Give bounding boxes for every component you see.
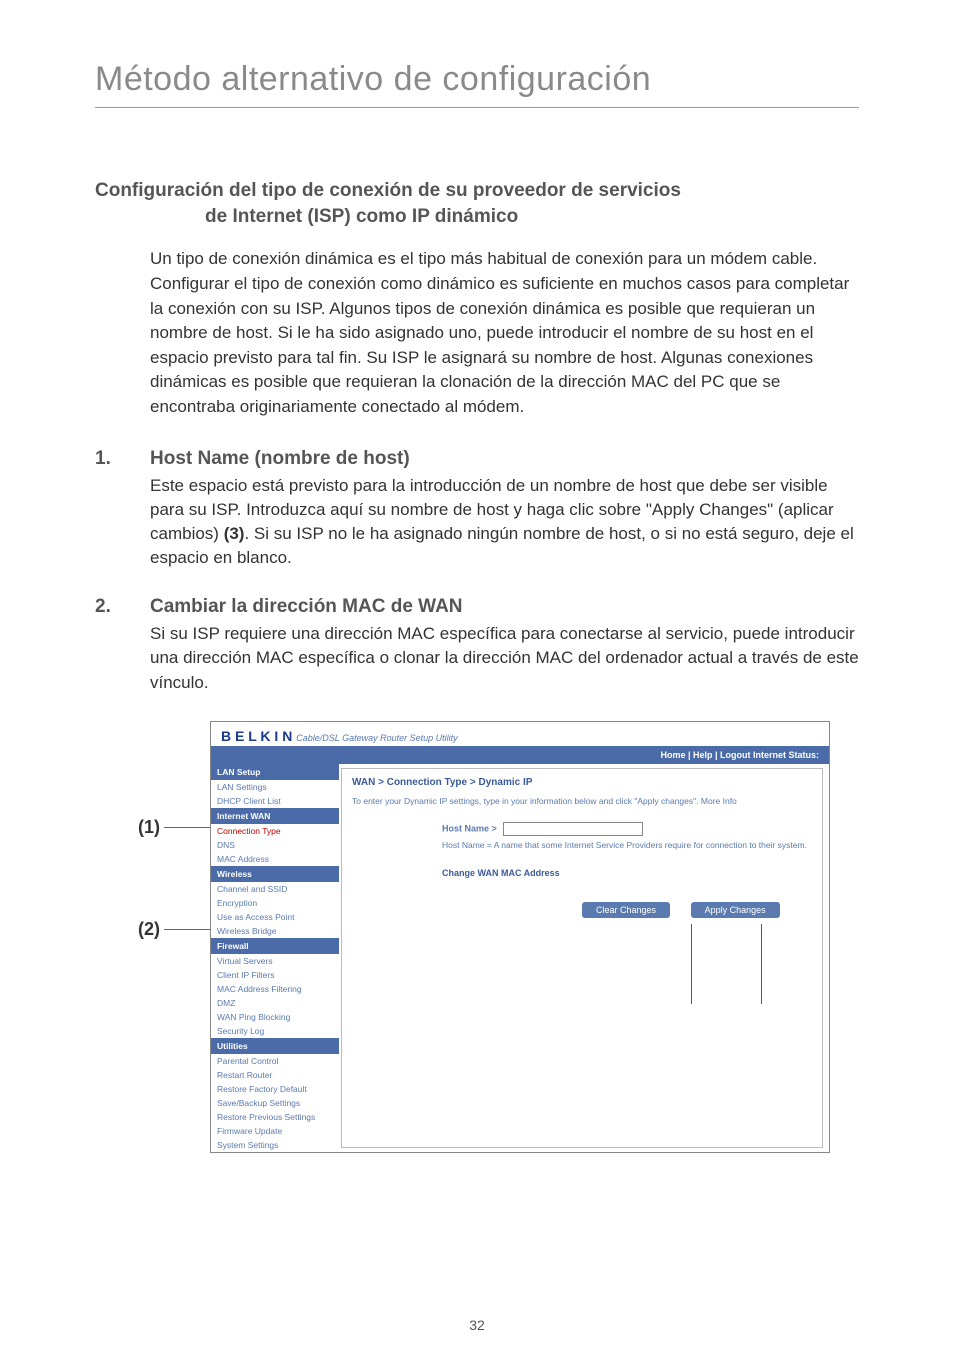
nav-restore-factory[interactable]: Restore Factory Default — [211, 1082, 339, 1096]
callout-2: (2) — [138, 919, 160, 940]
item1-body-b: . Si su ISP no le ha asignado ningún nom… — [150, 524, 854, 567]
nav-head-lan-setup: LAN Setup — [211, 764, 339, 780]
router-admin-screenshot: B E L K I N Cable/DSL Gateway Router Set… — [210, 721, 830, 1153]
item2-number: 2. — [95, 596, 150, 618]
main-panel-note: To enter your Dynamic IP settings, type … — [352, 796, 812, 806]
nav-connection-type[interactable]: Connection Type — [211, 824, 339, 838]
host-name-help: Host Name = A name that some Internet Se… — [442, 840, 812, 850]
nav-wireless-bridge[interactable]: Wireless Bridge — [211, 924, 339, 938]
nav-system-settings[interactable]: System Settings — [211, 1138, 339, 1152]
host-name-label: Host Name > — [442, 823, 497, 833]
list-item-2: 2. Cambiar la dirección MAC de WAN Si su… — [95, 596, 859, 694]
nav-dmz[interactable]: DMZ — [211, 996, 339, 1010]
sidebar-nav: LAN Setup LAN Settings DHCP Client List … — [211, 764, 339, 1152]
section-heading-line1: Configuración del tipo de conexión de su… — [95, 180, 681, 201]
intro-paragraph: Un tipo de conexión dinámica es el tipo … — [95, 247, 859, 419]
belkin-logo: B E L K I N Cable/DSL Gateway Router Set… — [211, 722, 829, 746]
callout-2-line — [164, 929, 210, 930]
nav-firmware-update[interactable]: Firmware Update — [211, 1124, 339, 1138]
callout-1-line — [164, 827, 210, 828]
nav-mac-filtering[interactable]: MAC Address Filtering — [211, 982, 339, 996]
nav-use-access-point[interactable]: Use as Access Point — [211, 910, 339, 924]
section-heading-line2: de Internet (ISP) como IP dinámico — [150, 204, 859, 230]
main-panel-title: WAN > Connection Type > Dynamic IP — [352, 777, 812, 788]
logo-subtitle: Cable/DSL Gateway Router Setup Utility — [296, 733, 457, 743]
nav-restart-router[interactable]: Restart Router — [211, 1068, 339, 1082]
leader-line-3a — [761, 924, 762, 1004]
leader-line-3b — [691, 924, 692, 1004]
nav-wan-ping-blocking[interactable]: WAN Ping Blocking — [211, 1010, 339, 1024]
nav-parental-control[interactable]: Parental Control — [211, 1054, 339, 1068]
nav-head-internet-wan: Internet WAN — [211, 808, 339, 824]
item2-body: Si su ISP requiere una dirección MAC esp… — [95, 622, 859, 694]
logo-text: B E L K I N — [221, 728, 292, 744]
change-wan-mac-link[interactable]: Change WAN MAC Address — [442, 868, 812, 878]
item1-body: Este espacio está previsto para la intro… — [95, 474, 859, 571]
item1-ref-3: (3) — [224, 524, 245, 543]
nav-restore-previous[interactable]: Restore Previous Settings — [211, 1110, 339, 1124]
page-number: 32 — [0, 1317, 954, 1333]
page-title: Método alternativo de configuración — [95, 60, 859, 108]
nav-dhcp-client-list[interactable]: DHCP Client List — [211, 794, 339, 808]
item1-number: 1. — [95, 448, 150, 470]
host-name-input[interactable] — [503, 822, 643, 836]
nav-head-utilities: Utilities — [211, 1038, 339, 1054]
nav-save-backup[interactable]: Save/Backup Settings — [211, 1096, 339, 1110]
nav-mac-address[interactable]: MAC Address — [211, 852, 339, 866]
nav-lan-settings[interactable]: LAN Settings — [211, 780, 339, 794]
top-nav-bar[interactable]: Home | Help | Logout Internet Status: — [211, 746, 829, 764]
nav-channel-ssid[interactable]: Channel and SSID — [211, 882, 339, 896]
callout-1: (1) — [138, 817, 160, 838]
nav-security-log[interactable]: Security Log — [211, 1024, 339, 1038]
nav-dns[interactable]: DNS — [211, 838, 339, 852]
nav-encryption[interactable]: Encryption — [211, 896, 339, 910]
nav-client-ip-filters[interactable]: Client IP Filters — [211, 968, 339, 982]
nav-head-firewall: Firewall — [211, 938, 339, 954]
nav-virtual-servers[interactable]: Virtual Servers — [211, 954, 339, 968]
item2-title: Cambiar la dirección MAC de WAN — [150, 596, 463, 618]
section-heading: Configuración del tipo de conexión de su… — [95, 178, 859, 229]
nav-head-wireless: Wireless — [211, 866, 339, 882]
item1-title: Host Name (nombre de host) — [150, 448, 410, 470]
apply-changes-button[interactable]: Apply Changes — [691, 902, 780, 918]
clear-changes-button[interactable]: Clear Changes — [582, 902, 670, 918]
list-item-1: 1. Host Name (nombre de host) Este espac… — [95, 448, 859, 571]
main-panel: WAN > Connection Type > Dynamic IP To en… — [341, 768, 823, 1148]
